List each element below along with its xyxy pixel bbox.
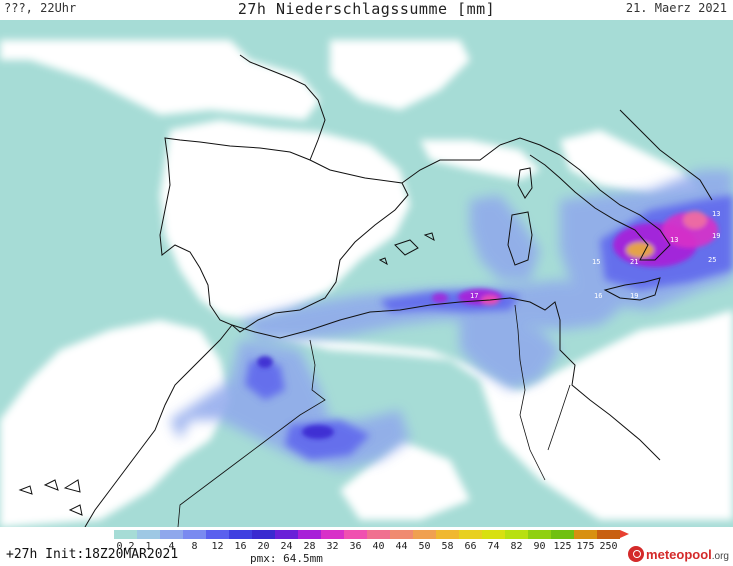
coastlines-borders (18, 54, 713, 527)
canary-islands (18, 479, 83, 516)
legend-swatch (459, 530, 482, 539)
legend-label: 20 (257, 541, 270, 552)
morocco-algeria-border (177, 339, 326, 527)
legend-swatch (252, 530, 275, 539)
legend-swatch (413, 530, 436, 539)
legend-label: 28 (303, 541, 316, 552)
map-header: ???, 22Uhr 27h Niederschlagssumme [mm] 2… (0, 0, 733, 20)
value-label: 25 (708, 256, 716, 264)
legend-swatch (367, 530, 390, 539)
legend-label: 250 (599, 541, 618, 552)
legend-label: 32 (326, 541, 339, 552)
legend-swatch (482, 530, 505, 539)
algeria-tunisia-border (514, 304, 546, 481)
dry-areas (0, 40, 733, 527)
value-label: 16 (594, 292, 602, 300)
legend-label: 125 (553, 541, 572, 552)
legend-label: 8 (191, 541, 198, 552)
value-label: 19 (630, 292, 638, 300)
precipitation-map: 13 19 25 15 21 16 19 17 13 (0, 20, 733, 527)
legend-swatch (551, 530, 574, 539)
intense-precip-cores (257, 211, 718, 439)
legend-label: 12 (211, 541, 224, 552)
legend-label: 24 (280, 541, 293, 552)
meteopool-logo[interactable]: meteopool.org (628, 544, 729, 564)
legend-color-bar (114, 530, 620, 539)
italy-coastline (499, 137, 671, 261)
max-precip-label: pmx: 64.5mm (250, 552, 323, 565)
legend-label: 175 (576, 541, 595, 552)
legend-swatch (298, 530, 321, 539)
logo-suffix: .org (711, 550, 729, 562)
legend-swatch (436, 530, 459, 539)
legend-swatch (321, 530, 344, 539)
value-label: 13 (670, 236, 678, 244)
legend-label: 90 (533, 541, 546, 552)
map-canvas: 13 19 25 15 21 16 19 17 13 (0, 20, 733, 527)
france-coastline (239, 54, 326, 161)
iberia-coastline (159, 137, 409, 333)
legend-labels: 0.2 1 4 8 12 16 20 24 28 32 36 40 44 50 58 66 74 82 90 125 1… (114, 541, 630, 553)
legend-swatch (206, 530, 229, 539)
legend-swatch (597, 530, 620, 539)
legend-label: 0.2 (116, 541, 135, 552)
legend-label: 40 (372, 541, 385, 552)
legend-swatch (574, 530, 597, 539)
legend-swatch (114, 530, 137, 539)
map-title: 27h Niederschlagssumme [mm] (237, 0, 496, 18)
sicily-coastline (603, 277, 661, 301)
legend-swatch (528, 530, 551, 539)
meteopool-logo-icon (628, 546, 645, 562)
tunisia-libya-border (547, 384, 571, 451)
france-south-coastline (401, 144, 501, 184)
value-label: 13 (712, 210, 720, 218)
sardinia-coastline (507, 211, 533, 266)
map-footer: 0.2 1 4 8 12 16 20 24 28 32 36 40 44 50 58 66 74 82 90 125 1… (0, 527, 733, 566)
legend-label: 66 (464, 541, 477, 552)
balearic-islands (378, 232, 435, 266)
valid-time-label: ???, 22Uhr (4, 1, 77, 15)
valid-date-label: 21. Maerz 2021 (625, 1, 727, 15)
legend-swatch (160, 530, 183, 539)
legend-label: 58 (441, 541, 454, 552)
value-label: 21 (630, 258, 638, 266)
legend-label: 44 (395, 541, 408, 552)
legend-label: 4 (168, 541, 175, 552)
legend-swatch (390, 530, 413, 539)
north-africa-coastline (231, 297, 661, 461)
legend-label: 82 (510, 541, 523, 552)
legend-arrow-icon (620, 530, 629, 538)
value-label: 17 (470, 292, 478, 300)
logo-name: meteopool (646, 546, 712, 562)
italy-east-coastline (619, 109, 713, 201)
legend-swatch (229, 530, 252, 539)
legend-label: 16 (234, 541, 247, 552)
legend-label: 36 (349, 541, 362, 552)
legend-swatch (137, 530, 160, 539)
legend-label: 50 (418, 541, 431, 552)
corsica-coastline (517, 167, 533, 199)
morocco-atlantic-coastline (84, 324, 233, 527)
legend-swatch (183, 530, 206, 539)
legend-label: 1 (145, 541, 152, 552)
legend-swatch (275, 530, 298, 539)
legend-swatch (344, 530, 367, 539)
value-label: 19 (712, 232, 720, 240)
legend-label: 74 (487, 541, 500, 552)
legend-swatch (505, 530, 528, 539)
forecast-run-label: +27h Init:18Z20MAR2021 (6, 547, 179, 562)
grid-value-labels: 13 19 25 15 21 16 19 17 13 (470, 210, 720, 300)
precip-legend: 0.2 1 4 8 12 16 20 24 28 32 36 40 44 50 58 66 74 82 90 125 1… (114, 530, 630, 554)
value-label: 15 (592, 258, 600, 266)
